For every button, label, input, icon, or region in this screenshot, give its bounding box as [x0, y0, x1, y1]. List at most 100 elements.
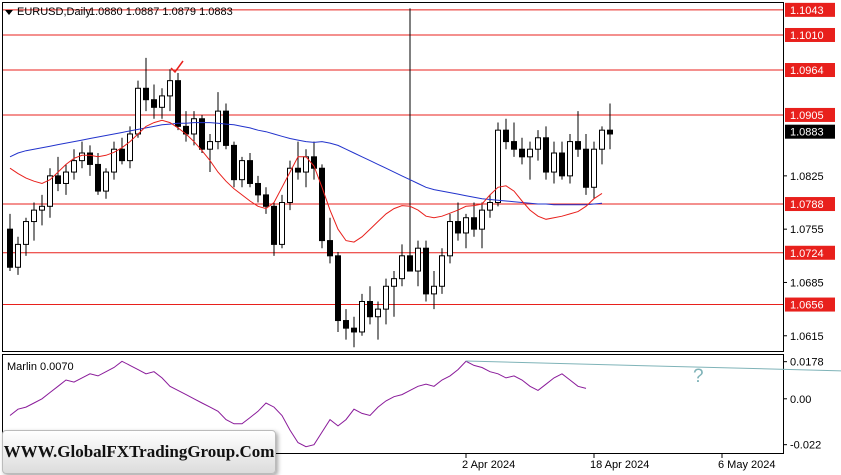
- candle-body-55: [447, 221, 453, 257]
- candle-body-61: [495, 129, 501, 204]
- candle-body-63: [511, 141, 517, 150]
- candle-body-46: [375, 308, 381, 318]
- candle-body-68: [551, 152, 557, 173]
- candle-body-21: [175, 80, 181, 127]
- price-tick-label-2: 1.0685: [790, 277, 824, 289]
- level-label-2: 1.0964: [790, 65, 824, 77]
- time-tick-label-1: 18 Apr 2024: [590, 459, 649, 471]
- candle-body-43: [351, 327, 357, 333]
- candle-body-41: [335, 255, 341, 322]
- candle-body-64: [519, 148, 525, 158]
- indicator-axis: 0.0178 0.00 -0.022: [783, 357, 824, 452]
- level-label-4: 1.0788: [790, 199, 824, 211]
- candle-body-36: [295, 167, 301, 173]
- candlesticks: [7, 8, 613, 348]
- candle-body-14: [119, 148, 125, 162]
- indicator-tick-label-2: -0.022: [790, 440, 821, 452]
- candle-body-52: [423, 247, 429, 295]
- price-axis: 1.0825 1.0755 1.0685 1.0615: [783, 171, 824, 343]
- oscillator-divergence-trendline: [465, 360, 841, 372]
- chart-header-symbol: EURUSD,Daily: [17, 6, 91, 18]
- candle-body-31: [255, 182, 261, 196]
- watermark-logo: WWW.GlobalFXTradingGroup.Com: [2, 430, 276, 474]
- candle-body-8: [71, 160, 77, 173]
- candle-body-69: [559, 152, 565, 177]
- collapse-triangle-icon[interactable]: [5, 10, 13, 15]
- candle-body-53: [431, 285, 437, 295]
- candle-body-54: [439, 255, 445, 287]
- current-price-tag: 1.0883: [785, 124, 835, 139]
- candle-body-75: [607, 129, 613, 135]
- candle-body-18: [151, 99, 157, 108]
- candle-body-39: [319, 167, 325, 242]
- level-label-6: 1.0656: [790, 300, 824, 312]
- level-tag-3: [785, 107, 835, 122]
- candle-body-10: [87, 152, 93, 165]
- level-label-1: 1.1010: [790, 30, 824, 42]
- candle-body-5: [47, 175, 53, 207]
- candle-body-44: [359, 301, 365, 333]
- candle-body-60: [487, 202, 493, 211]
- support-resistance-levels: [3, 9, 783, 306]
- level-tag-2: [785, 63, 835, 78]
- candle-body-13: [111, 148, 117, 173]
- candle-body-58: [471, 217, 477, 230]
- candle-body-0: [7, 228, 13, 268]
- price-tick-label-0: 1.0825: [790, 171, 824, 183]
- candle-body-20: [167, 80, 173, 97]
- candle-body-1: [15, 243, 21, 268]
- candle-body-15: [127, 133, 133, 162]
- candle-body-4: [39, 205, 45, 211]
- candle-body-28: [231, 144, 237, 181]
- level-tag-0: [785, 2, 835, 17]
- candle-body-59: [479, 209, 485, 230]
- candle-body-62: [503, 129, 509, 143]
- candle-body-9: [79, 152, 85, 162]
- main-panel-frame: [2, 2, 784, 352]
- candle-body-27: [223, 110, 229, 146]
- candle-body-24: [199, 118, 205, 150]
- candle-body-71: [575, 141, 581, 150]
- candle-body-50: [407, 255, 413, 272]
- candle-body-73: [591, 148, 597, 188]
- checkmark-icon: [170, 60, 184, 74]
- level-tag-4: [785, 197, 835, 212]
- level-tag-1: [785, 27, 835, 42]
- indicator-name: Marlin 0.0070: [7, 361, 74, 373]
- candle-body-65: [527, 148, 533, 158]
- candle-body-7: [63, 171, 69, 184]
- level-label-3: 1.0905: [790, 110, 824, 122]
- candle-body-67: [543, 137, 549, 173]
- candle-body-11: [95, 163, 101, 192]
- candle-body-45: [367, 301, 373, 318]
- indicator-panel-frame: [2, 354, 784, 454]
- candle-body-19: [159, 95, 165, 108]
- candle-body-70: [567, 141, 573, 177]
- candle-body-6: [55, 175, 61, 184]
- candle-body-35: [287, 167, 293, 204]
- level-price-labels: 1.1043 1.1010 1.0964 1.0905 1.0788 1.0724 1.06…: [785, 2, 835, 312]
- level-tag-6: [785, 297, 835, 312]
- candle-body-42: [343, 320, 349, 329]
- current-price-label: 1.0883: [790, 127, 824, 139]
- marlin-oscillator-line: [9, 360, 587, 448]
- time-tick-label-0: 2 Apr 2024: [462, 459, 515, 471]
- candle-body-26: [215, 110, 221, 143]
- candle-body-25: [207, 141, 213, 150]
- level-label-0: 1.1043: [790, 5, 824, 17]
- candle-body-47: [383, 285, 389, 310]
- candle-body-3: [31, 209, 37, 223]
- candle-body-72: [583, 148, 589, 188]
- level-label-5: 1.0724: [790, 248, 824, 260]
- candle-body-66: [535, 137, 541, 150]
- candle-body-74: [599, 129, 605, 150]
- price-tick-label-3: 1.0615: [790, 331, 824, 343]
- candle-body-2: [23, 221, 29, 245]
- candle-body-29: [239, 160, 245, 181]
- candle-body-32: [263, 194, 269, 207]
- candle-body-34: [279, 202, 285, 245]
- level-tag-5: [785, 245, 835, 260]
- price-tick-label-1: 1.0755: [790, 224, 824, 236]
